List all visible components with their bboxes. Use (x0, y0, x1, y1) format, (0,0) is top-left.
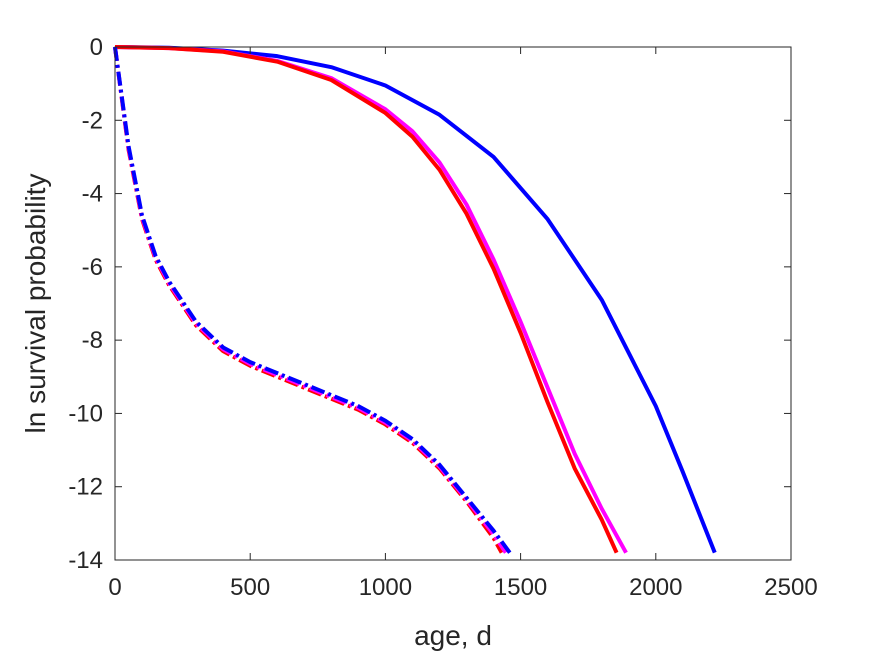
y-tick-label: -14 (68, 547, 103, 574)
plot-frame (114, 46, 792, 561)
y-tick-label: -4 (82, 181, 103, 208)
y-tick-label: -2 (82, 107, 103, 134)
series-line-3 (114, 45, 619, 554)
series-line-6 (113, 46, 512, 554)
y-tick-label: -6 (82, 254, 103, 281)
x-tick-label: 0 (108, 574, 121, 601)
y-tick-label: 0 (90, 34, 103, 61)
y-tick-label: -8 (82, 327, 103, 354)
y-tick-label: -10 (68, 400, 103, 427)
tick-layer: 0 500 1000 1500 2000 2500 0 -2 -4 -6 -8 -10 -12 -14 (68, 34, 817, 601)
x-tick-label: 500 (230, 574, 270, 601)
x-tick-label: 1500 (494, 574, 547, 601)
plot-area (115, 47, 791, 560)
x-tick-label: 2500 (764, 574, 817, 601)
series-layer (113, 45, 717, 554)
x-tick-label: 2000 (629, 574, 682, 601)
x-tick-label: 1000 (359, 574, 412, 601)
x-axis-label: age, d (414, 620, 492, 651)
y-tick-label: -12 (68, 474, 103, 501)
y-axis-label: ln survival probability (20, 174, 51, 434)
